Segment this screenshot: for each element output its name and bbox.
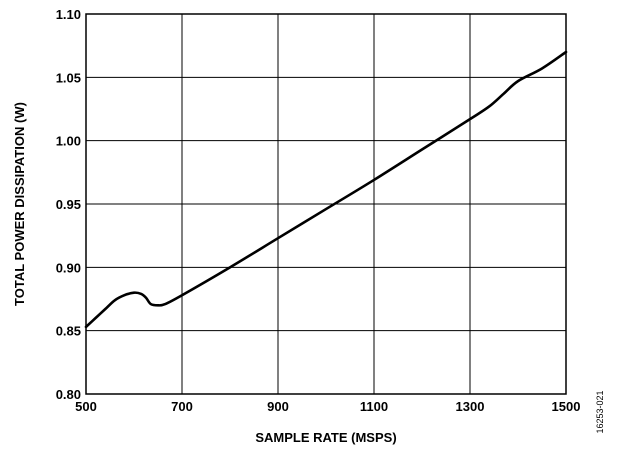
y-tick-label: 0.95	[56, 197, 81, 212]
x-tick-label: 900	[267, 399, 289, 414]
x-tick-labels: 500 700 900 1100 1300 1500	[75, 399, 580, 414]
y-axis-title: TOTAL POWER DISSIPATION (W)	[12, 102, 27, 306]
y-tick-label: 1.05	[56, 70, 81, 85]
x-tick-label: 1500	[552, 399, 581, 414]
y-tick-labels: 0.80 0.85 0.90 0.95 1.00 1.05 1.10	[56, 7, 81, 402]
x-tick-label: 500	[75, 399, 97, 414]
y-tick-label: 1.00	[56, 134, 81, 149]
y-tick-label: 1.10	[56, 7, 81, 22]
plot-frame	[85, 13, 567, 395]
y-tick-label: 0.80	[56, 387, 81, 402]
grid-lines	[85, 13, 567, 395]
series-line-0	[84, 50, 568, 329]
x-tick-label: 1100	[360, 399, 388, 414]
series-layer	[84, 50, 568, 329]
figure-id-label: 16253-021	[595, 390, 605, 433]
x-axis-title: SAMPLE RATE (MSPS)	[255, 430, 396, 445]
y-tick-label: 0.85	[56, 324, 81, 339]
y-tick-label: 0.90	[56, 260, 81, 275]
x-tick-label: 1300	[456, 399, 485, 414]
x-tick-label: 700	[171, 399, 193, 414]
